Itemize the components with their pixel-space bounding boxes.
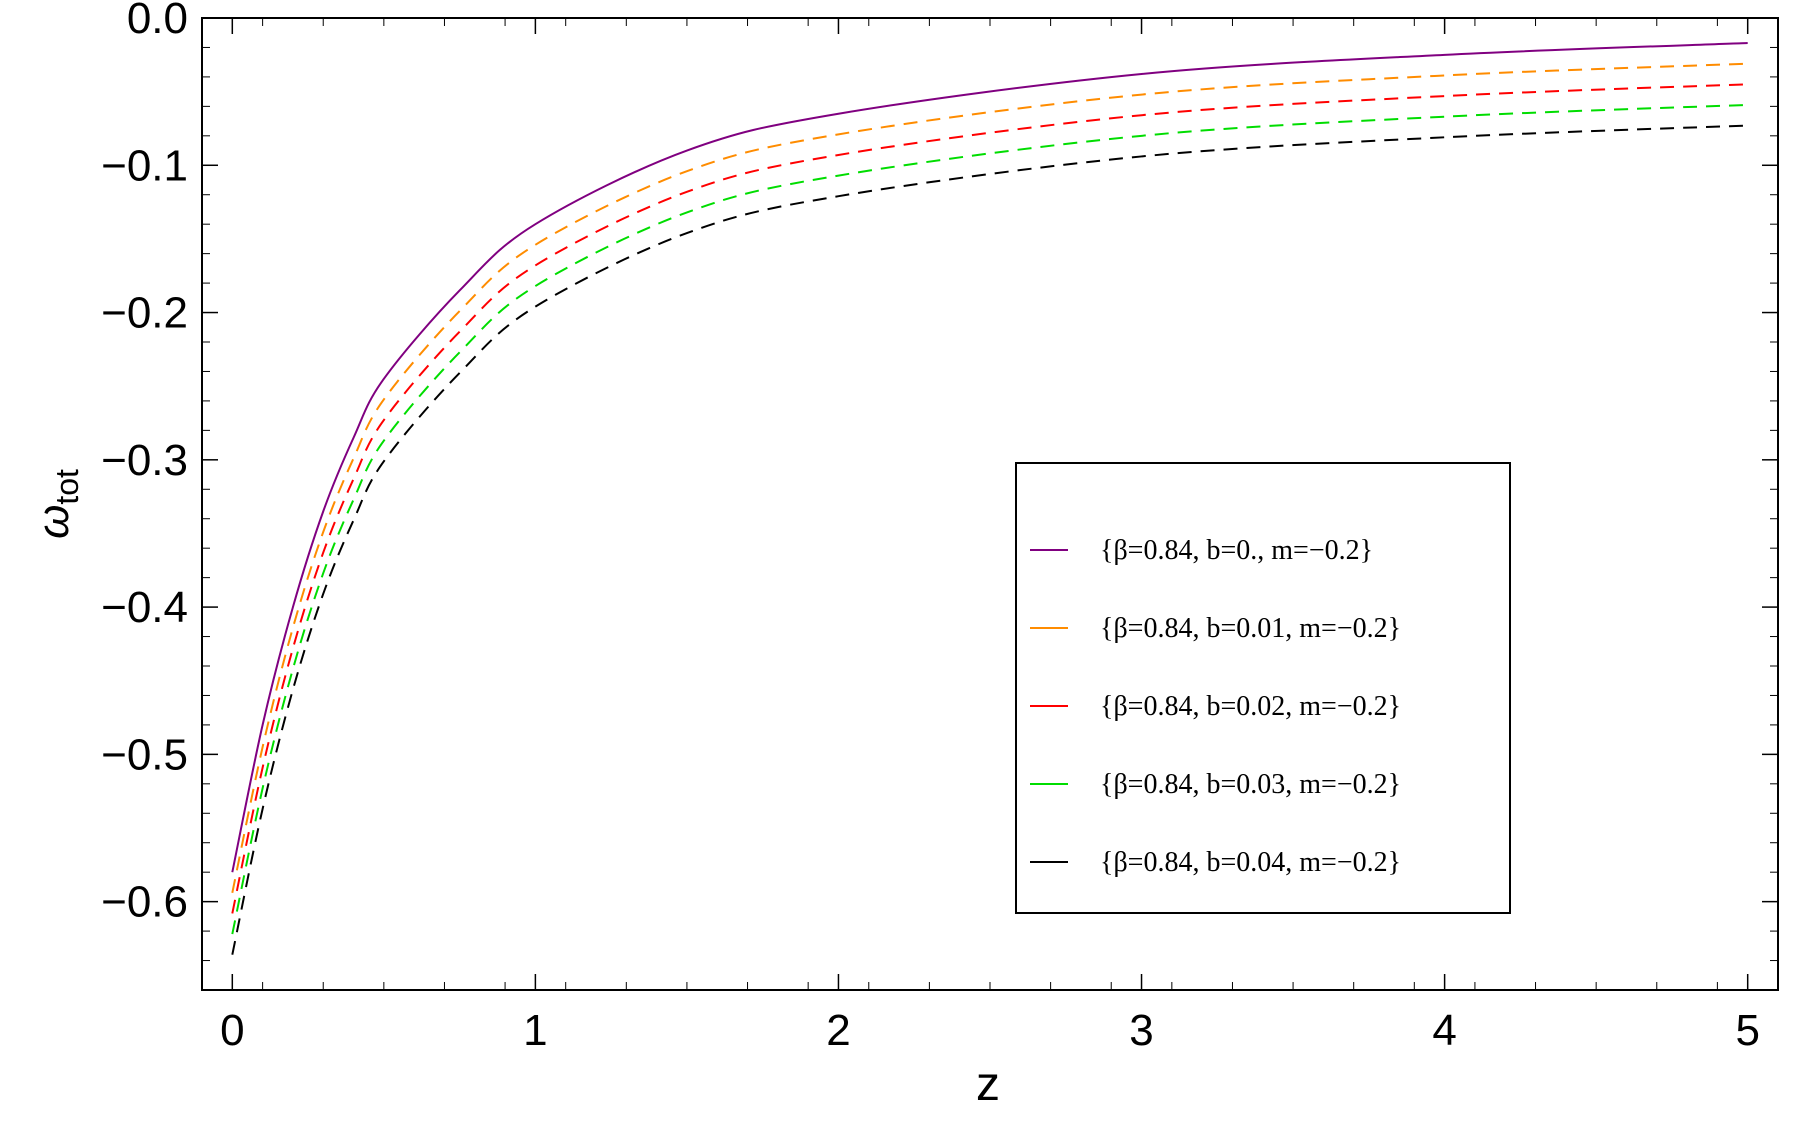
- series-line-5: [231, 124, 1748, 955]
- x-tick-label: 2: [826, 1006, 850, 1055]
- y-axis-title-symbol: ω: [29, 505, 78, 539]
- y-tick-label: 0.0: [127, 0, 188, 43]
- x-tick-label: 5: [1735, 1006, 1759, 1055]
- series-line-3: [231, 83, 1748, 914]
- x-axis-title: z: [976, 1058, 1000, 1111]
- legend: {β=0.84, b=0., m=−0.2} {β=0.84, b=0.01, m…: [1015, 462, 1511, 914]
- legend-label-4: {β=0.84, b=0.03, m=−0.2}: [1100, 769, 1401, 800]
- y-tick-label: −0.6: [101, 878, 188, 927]
- y-axis-ticks: 0.0 −0.1 −0.2 −0.3 −0.4 −0.5 −0.6: [101, 0, 1778, 962]
- series-layer: [231, 42, 1748, 955]
- y-axis-title-subscript: tot: [49, 469, 85, 505]
- plot-frame: [201, 17, 1779, 991]
- x-tick-label: 0: [220, 1006, 244, 1055]
- x-axis-ticks: 0 1 2 3 4 5: [201, 18, 1779, 1055]
- svg-text:ωtot: ωtot: [29, 469, 85, 539]
- y-tick-label: −0.1: [101, 141, 188, 190]
- legend-box: [1015, 462, 1511, 914]
- legend-label-2: {β=0.84, b=0.01, m=−0.2}: [1100, 613, 1401, 644]
- y-tick-label: −0.4: [101, 583, 188, 632]
- series-line-1: [231, 42, 1748, 873]
- series-line-4: [231, 103, 1748, 935]
- y-tick-label: −0.5: [101, 730, 188, 779]
- series-line-2: [231, 62, 1748, 894]
- x-tick-label: 4: [1432, 1006, 1456, 1055]
- legend-label-1: {β=0.84, b=0., m=−0.2}: [1100, 535, 1373, 566]
- y-axis-title: ωtot: [29, 469, 85, 539]
- x-tick-label: 3: [1129, 1006, 1153, 1055]
- x-tick-label: 1: [523, 1006, 547, 1055]
- y-tick-label: −0.3: [101, 436, 188, 485]
- y-tick-label: −0.2: [101, 289, 188, 338]
- legend-label-3: {β=0.84, b=0.02, m=−0.2}: [1100, 691, 1401, 722]
- legend-label-5: {β=0.84, b=0.04, m=−0.2}: [1100, 847, 1401, 878]
